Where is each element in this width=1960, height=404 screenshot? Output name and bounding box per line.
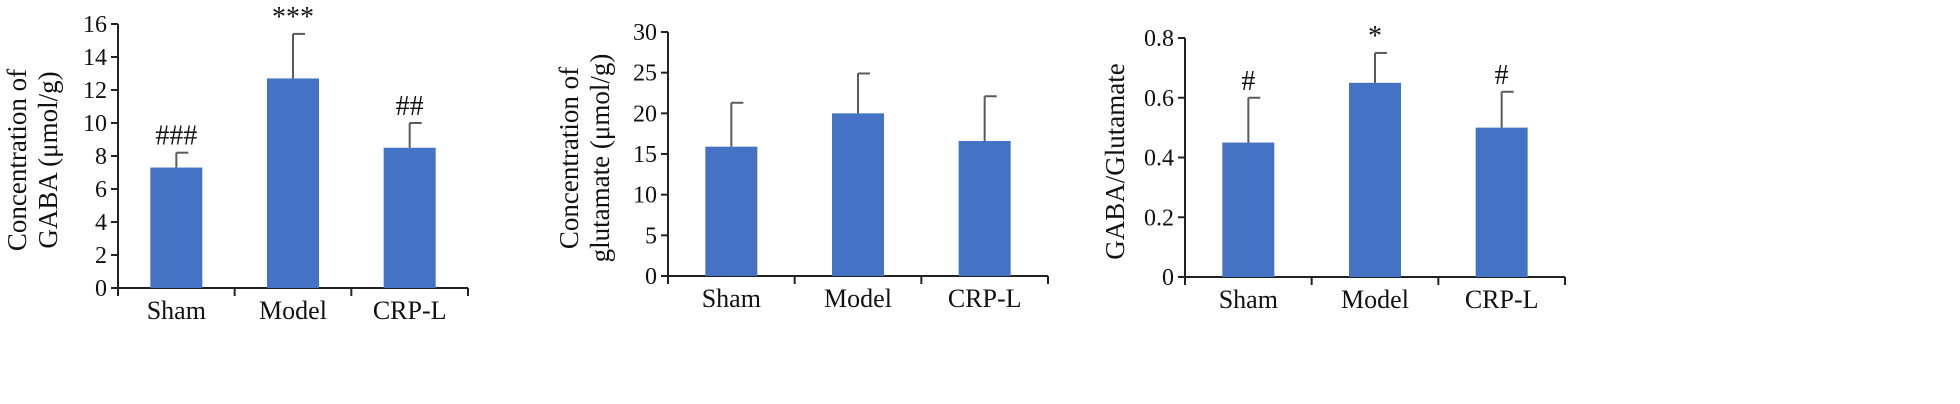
chart2-y-tick-label: 10 [633, 183, 657, 209]
chart3-y-tick-label: 0.2 [1144, 205, 1174, 231]
chart2-y-tick-label: 0 [645, 264, 657, 290]
chart3-bar-crp-l [1475, 127, 1528, 277]
chart2-y-tick-label: 5 [645, 223, 657, 249]
chart2-bar-crp-l [958, 140, 1011, 276]
chart3-y-axis-label: GABA/Glutamate [1100, 63, 1130, 259]
chart1-bar-crp-l [383, 147, 436, 288]
chart3-y-tick-label: 0 [1162, 265, 1174, 291]
chart1-y-axis-label: GABA (μmol/g) [33, 71, 63, 248]
chart2-x-tick-label: Sham [702, 284, 761, 313]
chart2-y-tick-label: 20 [633, 101, 657, 127]
chart2-bar-sham [705, 146, 758, 276]
chart1-y-tick-label: 12 [83, 78, 107, 104]
chart3-x-tick-label: Sham [1219, 285, 1278, 314]
chart3-significance-label: * [1368, 21, 1382, 52]
chart3-significance-label: # [1241, 66, 1255, 97]
chart1-bar-model [267, 78, 319, 288]
chart1-y-axis-label: Concentration of [2, 69, 32, 251]
chart1-significance-label: ### [155, 121, 197, 152]
chart3-y-tick-label: 0.4 [1144, 146, 1174, 172]
chart1-significance-label: ## [396, 91, 424, 122]
chart1-y-tick-label: 10 [83, 111, 107, 137]
chart2-y-axis-label: glutamate (μmol/g) [585, 54, 615, 263]
chart2-y-axis-label: Concentration of [554, 67, 584, 249]
chart1-bar-sham [150, 167, 203, 288]
chart1-y-tick-label: 8 [95, 144, 107, 170]
chart1-y-tick-label: 16 [83, 12, 107, 38]
chart3-y-tick-label: 0.6 [1144, 86, 1174, 112]
chart1-x-tick-label: CRP-L [373, 296, 447, 325]
chart1-y-tick-label: 4 [95, 210, 107, 236]
chart3-significance-label: # [1495, 60, 1509, 91]
chart2-x-tick-label: Model [824, 284, 892, 313]
chart2-x-tick-label: CRP-L [948, 284, 1022, 313]
chart2-y-tick-label: 25 [633, 61, 657, 87]
chart1-x-tick-label: Sham [147, 296, 206, 325]
chart2-bar-model [832, 113, 884, 276]
chart3-bar-model [1349, 82, 1401, 277]
chart3-y-tick-label: 0.8 [1144, 26, 1174, 52]
chart3-bar-sham [1222, 142, 1275, 277]
chart1-significance-label: *** [272, 2, 314, 33]
chart2-y-tick-label: 30 [633, 20, 657, 46]
chart1-x-tick-label: Model [259, 296, 327, 325]
chart1-y-tick-label: 14 [83, 45, 107, 71]
chart3-x-tick-label: Model [1341, 285, 1409, 314]
chart1-y-tick-label: 0 [95, 276, 107, 302]
chart2-y-tick-label: 15 [633, 142, 657, 168]
chart1-y-tick-label: 2 [95, 243, 107, 269]
chart3-x-tick-label: CRP-L [1465, 285, 1539, 314]
chart1-y-tick-label: 6 [95, 177, 107, 203]
